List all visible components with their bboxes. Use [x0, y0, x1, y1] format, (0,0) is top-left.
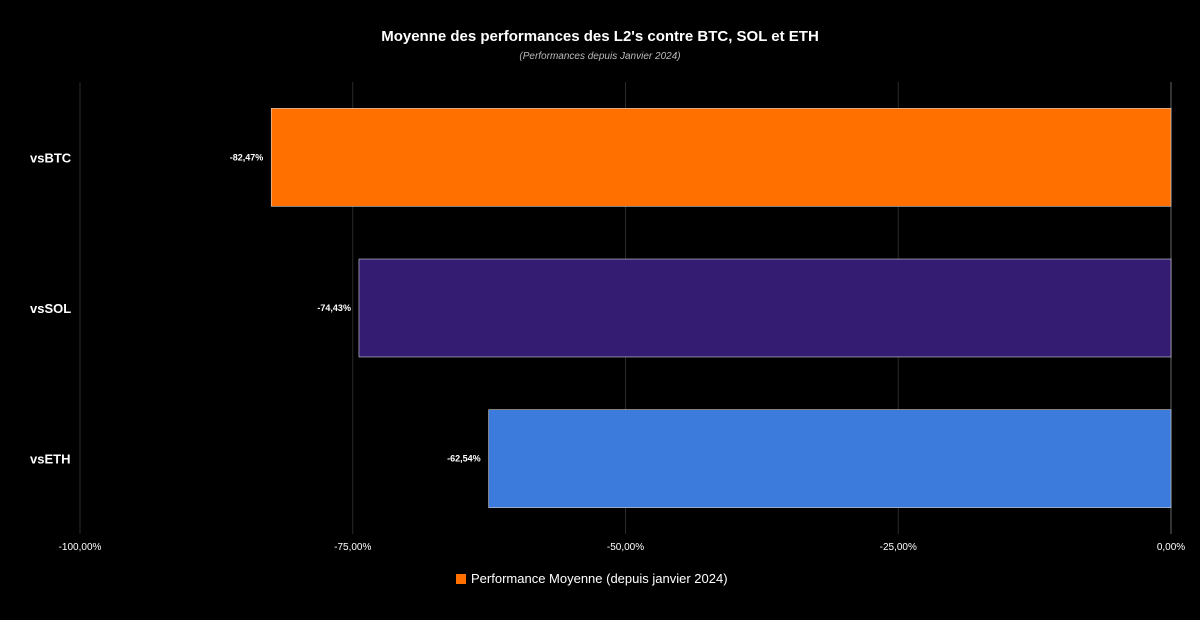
legend[interactable]: Performance Moyenne (depuis janvier 2024…: [456, 571, 728, 586]
x-tick-label: -100,00%: [59, 542, 102, 553]
x-tick-label: 0,00%: [1157, 542, 1185, 553]
x-tick-label: -25,00%: [880, 542, 917, 553]
category-label-vssol: vsSOL: [30, 301, 71, 316]
bar-vssol[interactable]: [358, 258, 1172, 358]
category-label-vsbtc: vsBTC: [30, 150, 72, 165]
value-labels: -82,47% -74,43% -62,54%: [230, 152, 481, 463]
bars: [270, 108, 1172, 508]
chart-title: Moyenne des performances des L2's contre…: [381, 28, 819, 45]
chart-subtitle: (Performances depuis Janvier 2024): [519, 51, 680, 62]
value-label-vssol: -74,43%: [317, 303, 351, 313]
x-tick-label: -75,00%: [334, 542, 371, 553]
value-label-vseth: -62,54%: [447, 454, 481, 464]
bar-vseth[interactable]: [488, 409, 1172, 508]
bar-vsbtc[interactable]: [270, 108, 1172, 207]
x-tick-label: -50,00%: [607, 542, 644, 553]
value-label-vsbtc: -82,47%: [230, 152, 264, 162]
category-label-vseth: vsETH: [30, 452, 70, 467]
legend-swatch: [456, 574, 466, 584]
category-labels: vsBTC vsSOL vsETH: [30, 150, 72, 466]
x-axis-tick-labels: -100,00% -75,00% -50,00% -25,00% 0,00%: [59, 542, 1186, 553]
legend-label: Performance Moyenne (depuis janvier 2024…: [471, 571, 728, 586]
